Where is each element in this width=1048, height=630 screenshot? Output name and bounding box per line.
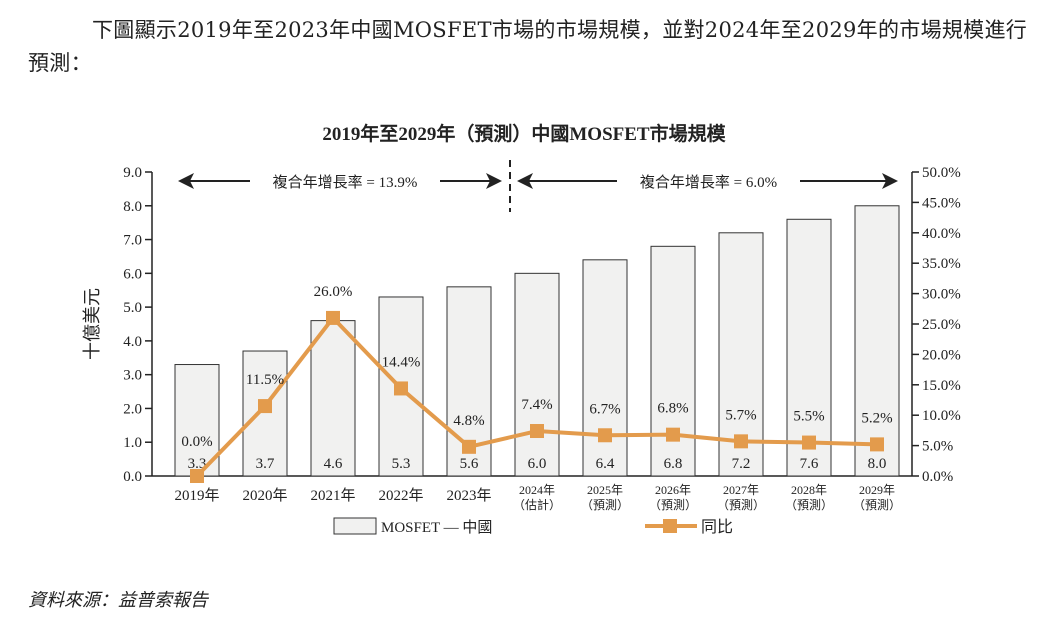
right-tick-label: 20.0% xyxy=(922,347,961,363)
x-tick-sublabel: （預測） xyxy=(717,498,765,512)
yoy-marker xyxy=(258,399,272,414)
yoy-value-label: 5.7% xyxy=(725,407,756,423)
bar-value-label: 6.0 xyxy=(528,456,547,472)
x-tick-label: 2029年 xyxy=(859,483,895,497)
left-tick-label: 9.0 xyxy=(123,165,142,181)
bar-value-label: 6.8 xyxy=(664,456,683,472)
yoy-value-label: 6.7% xyxy=(589,401,620,417)
right-tick-label: 40.0% xyxy=(922,226,961,242)
x-tick-sublabel: （預測） xyxy=(853,498,901,512)
cagr-label: 複合年增長率 = 6.0% xyxy=(640,174,777,191)
arrow-left-icon xyxy=(178,173,194,189)
yoy-marker xyxy=(394,381,408,396)
x-tick-sublabel: （預測） xyxy=(785,498,833,512)
right-tick-label: 5.0% xyxy=(922,439,953,455)
bar-value-label: 4.6 xyxy=(324,456,343,472)
right-tick-label: 0.0% xyxy=(922,469,953,485)
bar xyxy=(242,350,288,477)
x-tick-sublabel: （預測） xyxy=(649,498,697,512)
left-tick-label: 2.0 xyxy=(123,401,142,417)
yoy-value-label: 11.5% xyxy=(246,372,284,388)
cagr-label-bg xyxy=(250,169,440,193)
x-tick-label: 2020年 xyxy=(242,487,287,504)
left-tick-label: 6.0 xyxy=(123,266,142,282)
yoy-marker xyxy=(190,469,204,483)
bar xyxy=(854,205,900,477)
yoy-marker xyxy=(326,310,340,325)
bar xyxy=(174,364,220,477)
yoy-marker xyxy=(734,434,748,449)
legend-bar-label: MOSFET — 中國 xyxy=(381,519,492,536)
bar-value-label: 7.2 xyxy=(732,456,751,472)
x-tick-label: 2019年 xyxy=(174,487,219,504)
intro-paragraph: 下圖顯示2019年至2023年中國MOSFET市場的市場規模，並對2024年至2… xyxy=(28,18,1028,75)
yoy-value-label: 26.0% xyxy=(314,284,353,300)
bar-value-label: 6.4 xyxy=(596,456,615,472)
left-tick-label: 7.0 xyxy=(123,233,142,249)
x-tick-label: 2022年 xyxy=(378,487,423,504)
x-tick-label: 2021年 xyxy=(310,487,355,504)
legend-line-label: 同比 xyxy=(701,518,733,536)
left-tick-label: 8.0 xyxy=(123,199,142,215)
yoy-marker xyxy=(802,435,816,450)
yoy-value-label: 14.4% xyxy=(382,354,421,370)
legend-bar-swatch xyxy=(333,517,377,535)
yoy-value-label: 5.5% xyxy=(793,409,824,425)
left-tick-label: 1.0 xyxy=(123,435,142,451)
x-tick-label: 2023年 xyxy=(446,487,491,504)
bar-value-label: 3.3 xyxy=(188,456,207,472)
yoy-value-label: 7.4% xyxy=(521,397,552,413)
left-tick-label: 4.0 xyxy=(123,334,142,350)
bar xyxy=(786,218,832,477)
left-tick-label: 0.0 xyxy=(123,469,142,485)
right-tick-label: 45.0% xyxy=(922,195,961,211)
arrow-left-icon xyxy=(517,173,533,189)
yoy-marker xyxy=(530,424,544,439)
right-tick-label: 50.0% xyxy=(922,165,961,181)
yoy-value-label: 0.0% xyxy=(181,434,212,450)
bar-value-label: 5.6 xyxy=(460,456,479,472)
yoy-value-label: 4.8% xyxy=(453,413,484,429)
bar xyxy=(514,272,560,477)
arrow-right-icon xyxy=(882,173,898,189)
x-tick-label: 2027年 xyxy=(723,483,759,497)
legend-marker-swatch xyxy=(663,519,677,533)
yoy-value-label: 6.8% xyxy=(657,401,688,417)
bar xyxy=(582,259,628,477)
x-tick-label: 2028年 xyxy=(791,483,827,497)
bar-value-label: 5.3 xyxy=(392,456,411,472)
source-note: 資料來源：益普索報告 xyxy=(28,590,208,611)
left-tick-label: 5.0 xyxy=(123,300,142,316)
right-tick-label: 10.0% xyxy=(922,408,961,424)
left-tick-label: 3.0 xyxy=(123,368,142,384)
yoy-marker xyxy=(462,439,476,454)
x-tick-label: 2026年 xyxy=(655,483,691,497)
right-tick-label: 25.0% xyxy=(922,317,961,333)
x-tick-sublabel: （估計） xyxy=(513,497,561,512)
bar-value-label: 3.7 xyxy=(256,456,275,472)
x-tick-label: 2024年 xyxy=(519,483,555,497)
right-tick-label: 15.0% xyxy=(922,378,961,394)
yoy-marker xyxy=(870,437,884,452)
yoy-marker xyxy=(666,427,680,442)
cagr-label-bg xyxy=(617,169,800,193)
x-tick-label: 2025年 xyxy=(587,483,623,497)
arrow-right-icon xyxy=(486,173,502,189)
right-tick-label: 35.0% xyxy=(922,256,961,272)
yoy-marker xyxy=(598,428,612,443)
bar xyxy=(310,320,356,477)
right-tick-label: 30.0% xyxy=(922,287,961,303)
yoy-value-label: 5.2% xyxy=(861,410,892,426)
bar-value-label: 8.0 xyxy=(868,456,887,472)
x-tick-sublabel: （預測） xyxy=(581,498,629,512)
y-axis-label: 十億美元 xyxy=(82,288,102,360)
bar-value-label: 7.6 xyxy=(800,456,819,472)
chart-title: 2019年至2029年（預測）中國MOSFET市場規模 xyxy=(322,122,726,145)
cagr-label: 複合年增長率 = 13.9% xyxy=(273,174,418,191)
